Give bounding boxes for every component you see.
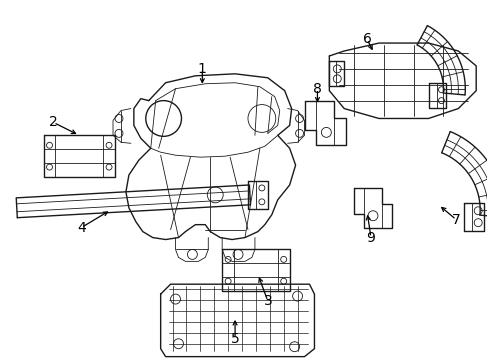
Text: 1: 1 xyxy=(198,62,206,76)
Text: 8: 8 xyxy=(312,82,321,96)
Text: 6: 6 xyxy=(362,32,371,46)
Text: 2: 2 xyxy=(49,116,58,130)
Text: 7: 7 xyxy=(451,213,460,227)
Text: 3: 3 xyxy=(263,294,272,308)
Text: 9: 9 xyxy=(366,230,375,244)
Text: 5: 5 xyxy=(230,332,239,346)
Text: 4: 4 xyxy=(77,221,85,235)
